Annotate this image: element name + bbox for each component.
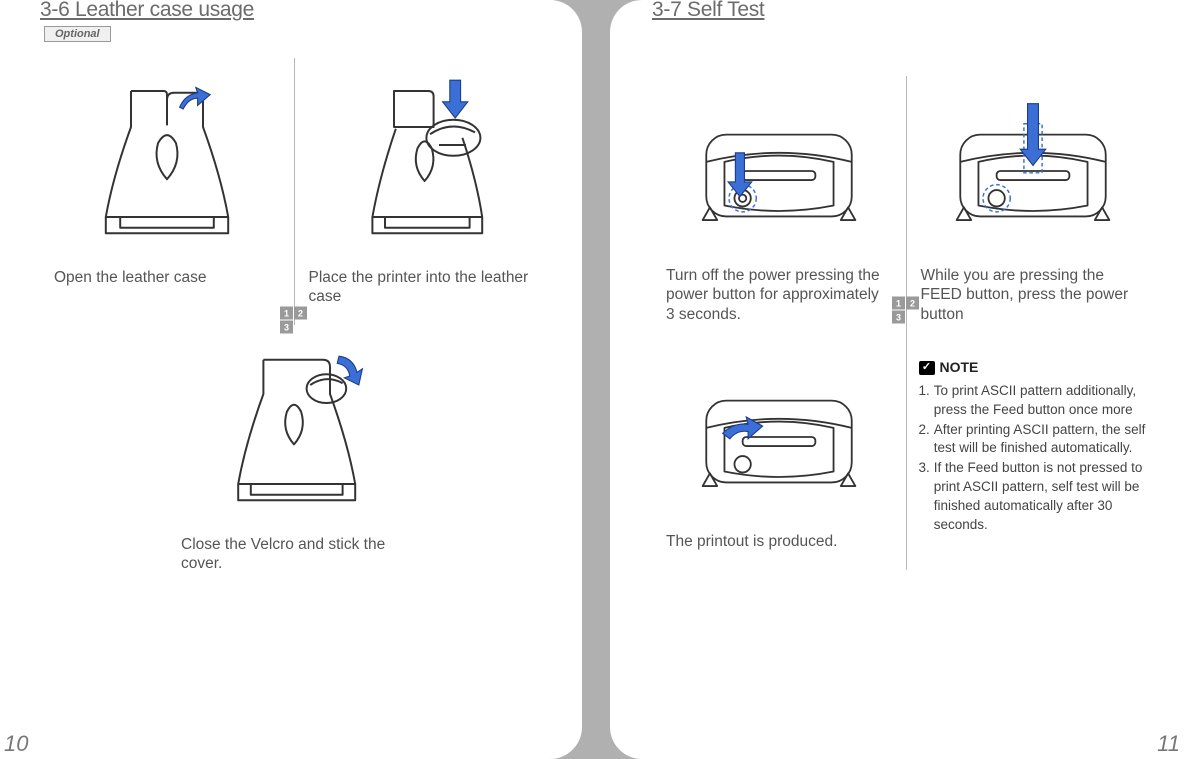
illustration-open-case [46, 68, 288, 258]
left-step-1: Open the leather case [40, 58, 294, 325]
caption: Close the Velcro and stick the cover. [173, 535, 415, 574]
printer-power-icon [679, 91, 879, 251]
leather-case-close-icon [204, 340, 384, 520]
right-row-2: The printout is produced. ✓ NOTE 1. To p… [652, 342, 1160, 569]
note-num: 2. [919, 421, 930, 459]
caption: Place the printer into the leather case [301, 268, 543, 307]
right-note-cell: ✓ NOTE 1. To print ASCII pattern additio… [906, 342, 1161, 569]
page-spread: 3-6 Leather case usage Optional [0, 0, 1184, 759]
note-num: 1. [919, 382, 930, 420]
caption: The printout is produced. [658, 532, 900, 551]
step-badge-2: 2 [906, 297, 919, 310]
right-grid: Turn off the power pressing the power bu… [652, 76, 1160, 570]
leather-case-open-icon [77, 73, 257, 253]
right-step-2: While you are pressing the FEED button, … [906, 76, 1161, 342]
curved-arrow-icon [337, 356, 362, 385]
left-step-2: Place the printer into the leather case [294, 58, 549, 325]
note-text: To print ASCII pattern additionally, pre… [934, 382, 1148, 420]
page-number-right: 11 [1157, 731, 1180, 757]
right-step-3: The printout is produced. [652, 342, 906, 569]
step-indicator-right: 1 2 3 [892, 297, 920, 324]
step-badge-1: 1 [280, 307, 293, 320]
caption: Turn off the power pressing the power bu… [658, 266, 900, 324]
curved-arrow-icon [179, 87, 210, 109]
step-badge-3: 3 [892, 311, 905, 324]
step-badge-2: 2 [294, 307, 307, 320]
left-grid: Open the leather case [40, 58, 548, 592]
printer-output-icon [679, 357, 879, 517]
note-box: ✓ NOTE 1. To print ASCII pattern additio… [913, 352, 1155, 535]
caption: Open the leather case [46, 268, 288, 287]
page-number-left: 10 [4, 731, 28, 757]
note-text: If the Feed button is not pressed to pri… [934, 459, 1148, 535]
illustration-close-velcro [173, 335, 415, 525]
note-item: 3. If the Feed button is not pressed to … [919, 459, 1149, 535]
note-text: After printing ASCII pattern, the self t… [934, 421, 1148, 459]
step-indicator-left: 1 2 3 [280, 307, 308, 334]
leather-case-insert-icon [331, 73, 511, 253]
right-step-1: Turn off the power pressing the power bu… [652, 76, 906, 342]
left-row-2: Close the Velcro and stick the cover. [40, 325, 548, 592]
illustration-power-off [658, 86, 900, 256]
page-right: 3-7 Self Test [610, 0, 1184, 759]
note-label: NOTE [940, 358, 979, 378]
left-step-3: Close the Velcro and stick the cover. [167, 325, 421, 592]
page-left: 3-6 Leather case usage Optional [0, 0, 582, 759]
illustration-printout [658, 352, 900, 522]
note-heading: ✓ NOTE [919, 358, 1149, 378]
caption: While you are pressing the FEED button, … [913, 266, 1155, 324]
step-badge-3: 3 [280, 321, 293, 334]
step-badge-1: 1 [892, 297, 905, 310]
illustration-feed-power [913, 86, 1155, 256]
section-title-left: 3-6 Leather case usage [40, 0, 548, 22]
down-arrow-icon [443, 80, 468, 118]
illustration-insert-printer [301, 68, 543, 258]
note-num: 3. [919, 459, 930, 535]
note-item: 2. After printing ASCII pattern, the sel… [919, 421, 1149, 459]
optional-badge: Optional [44, 26, 111, 42]
left-row-1: Open the leather case [40, 58, 548, 325]
section-title-right: 3-7 Self Test [652, 0, 1160, 22]
check-icon: ✓ [919, 361, 935, 375]
note-item: 1. To print ASCII pattern additionally, … [919, 382, 1149, 420]
printer-feed-icon [933, 91, 1133, 251]
